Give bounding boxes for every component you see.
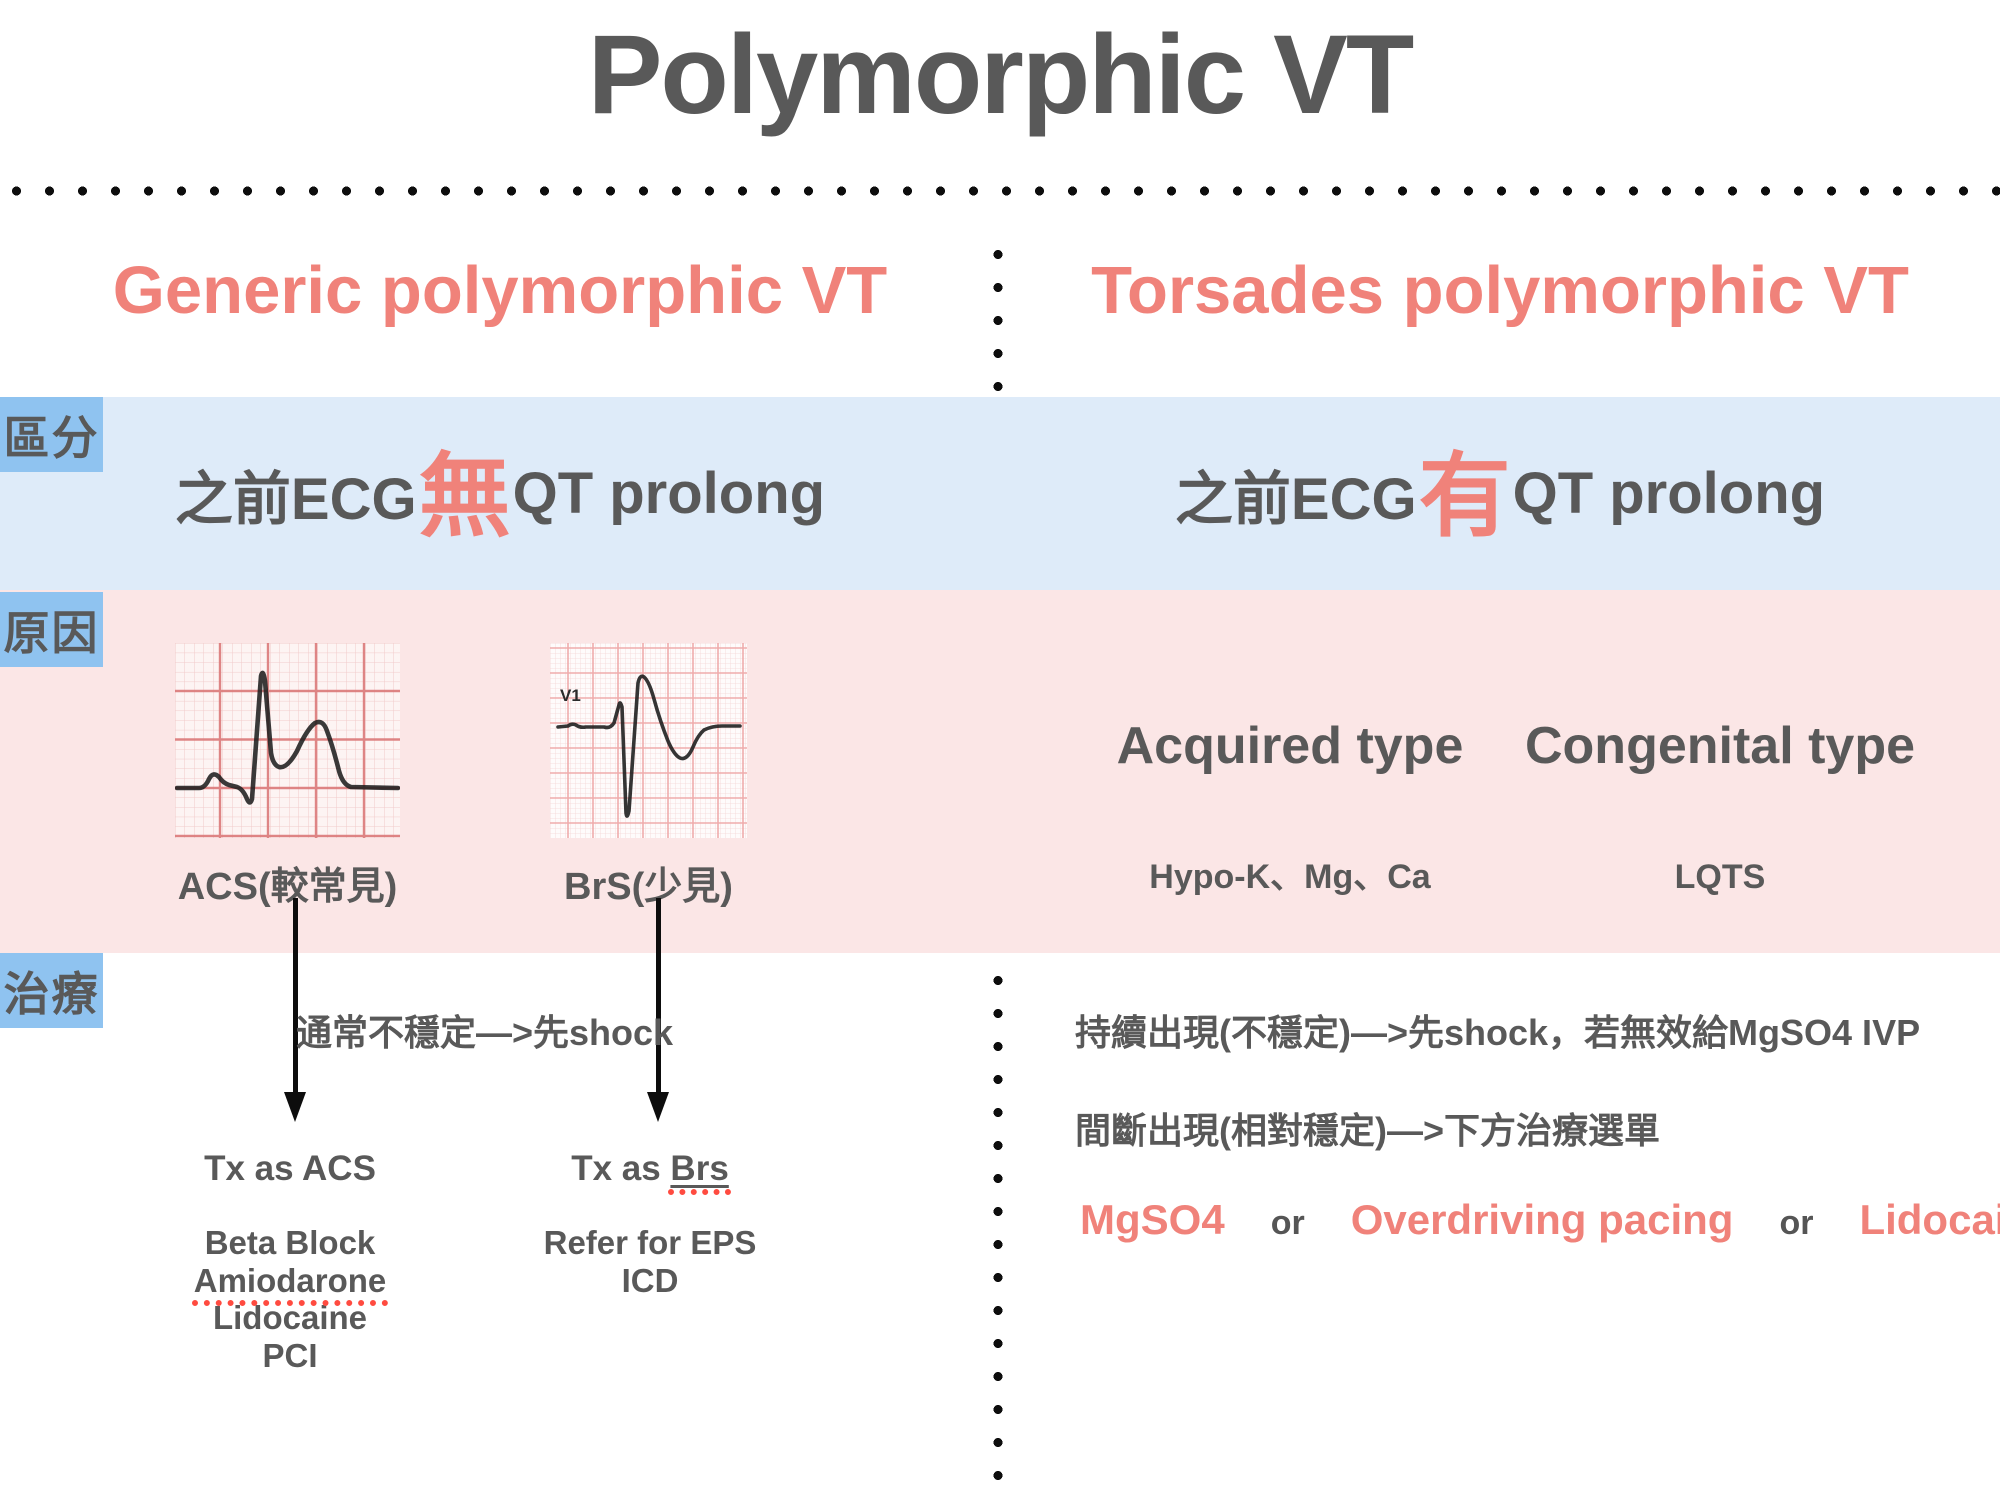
amiodarone-squiggle: Amiodarone (191, 1261, 388, 1306)
left-qt-highlight: 無 (418, 445, 511, 548)
left-qt-statement: 之前ECG 無 QT prolong (0, 397, 1000, 590)
acs-ecg-image (175, 643, 400, 838)
horizontal-dotted-divider (0, 185, 2000, 197)
tx-as-acs-title: Tx as ACS (160, 1150, 420, 1188)
right-qt-post: QT prolong (1512, 461, 1826, 526)
torsades-persistent-line: 持續出現(不穩定)—>先shock，若無效給MgSO4 IVP (1075, 1012, 1921, 1053)
left-treatment-note: 通常不穩定—>先shock (296, 1012, 674, 1053)
or-conjunction: or (1270, 1204, 1305, 1242)
torsades-intermittent-line: 間斷出現(相對穩定)—>下方治療選單 (1075, 1110, 1661, 1151)
arrow-shaft (655, 898, 661, 1094)
congenital-type-detail: LQTS (1674, 858, 1766, 896)
right-column-heading: Torsades polymorphic VT (1091, 253, 1909, 328)
arrow-head-icon (284, 1092, 306, 1122)
list-item: Amiodarone (160, 1261, 420, 1306)
list-item: Refer for EPS (543, 1224, 757, 1261)
page-title: Polymorphic VT (587, 12, 1415, 137)
tx-term: ACS (302, 1149, 376, 1188)
or-conjunction: or (1779, 1204, 1814, 1242)
acquired-type-heading: Acquired type (1116, 717, 1464, 775)
arrow-shaft (292, 898, 298, 1094)
acs-flow-arrow (284, 898, 306, 1124)
acs-caption: ACS(較常見) (177, 866, 398, 908)
right-qt-statement: 之前ECG 有 QT prolong (1000, 397, 2000, 590)
brs-ecg-image: V1 (550, 643, 747, 838)
brs-flow-arrow (647, 898, 669, 1124)
brs-caption: BrS(少見) (564, 866, 733, 908)
acquired-type-detail: Hypo-K、Mg、Ca (1149, 858, 1431, 896)
acs-ecg-trace (175, 670, 400, 805)
arrow-head-icon (647, 1092, 669, 1122)
brs-lead-label: V1 (560, 686, 581, 705)
option-overdriving-pacing: Overdriving pacing (1350, 1196, 1734, 1243)
brs-ecg-trace (556, 674, 742, 818)
list-item: ICD (621, 1261, 679, 1299)
right-qt-pre: 之前ECG (1174, 466, 1417, 532)
brs-underlined-term: Brs (668, 1149, 732, 1195)
tx-as-brs-title: Tx as Brs (520, 1149, 780, 1195)
congenital-type-heading: Congenital type (1524, 717, 1916, 775)
left-qt-post: QT prolong (512, 461, 826, 526)
row-label-treatment: 治療 (0, 953, 103, 1028)
right-qt-highlight: 有 (1418, 445, 1511, 548)
list-item: PCI (262, 1336, 318, 1374)
left-column-heading: Generic polymorphic VT (112, 253, 888, 328)
differentiation-band (0, 397, 2000, 590)
tx-prefix: Tx as (204, 1149, 303, 1188)
tx-prefix: Tx as (571, 1149, 671, 1188)
option-mgso4: MgSO4 (1080, 1196, 1225, 1243)
brs-treatment-list: Refer for EPS ICD (520, 1224, 780, 1299)
option-lidocaine: Lidocaine (1859, 1196, 2000, 1243)
row-label-cause: 原因 (0, 592, 103, 667)
brs-treatment-stack: Tx as Brs Refer for EPS ICD (520, 1150, 780, 1299)
row-label-differentiation: 區分 (0, 397, 103, 472)
torsades-treatment-options: MgSO4 or Overdriving pacing or Lidocaine (1080, 1196, 2000, 1244)
list-item: Beta Block (204, 1224, 376, 1261)
acs-treatment-stack: Tx as ACS Beta Block Amiodarone Lidocain… (160, 1150, 420, 1374)
acs-treatment-list: Beta Block Amiodarone Lidocaine PCI (160, 1224, 420, 1374)
left-qt-pre: 之前ECG (174, 466, 417, 532)
